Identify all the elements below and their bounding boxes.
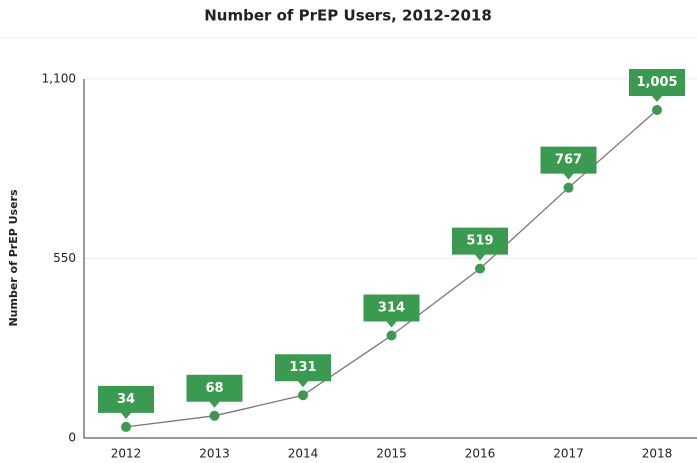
x-tick-label: 2017 [553,447,584,461]
y-tick-label: 1,100 [42,72,76,86]
value-label: 314 [378,301,405,316]
chart-title: Number of PrEP Users, 2012-2018 [204,7,492,25]
x-tick-label: 2016 [465,447,496,461]
callout [98,385,154,419]
y-tick-label: 0 [68,431,76,445]
callout [452,227,508,261]
y-tick-label: 550 [53,251,76,265]
marker [563,182,574,193]
value-label: 767 [555,153,582,168]
callout [186,374,243,408]
callout [629,69,685,103]
marker [121,421,131,432]
y-axis-label: Number of PrEP Users [7,189,20,327]
callout [540,146,597,180]
value-label: 68 [205,381,223,396]
callout [275,354,331,388]
x-tick-label: 2012 [111,447,142,461]
marker [298,390,308,401]
value-label: 1,005 [636,75,677,90]
marker [386,330,397,341]
value-label: 519 [466,234,493,249]
value-label: 34 [117,392,135,407]
value-label: 131 [289,360,316,375]
x-tick-label: 2018 [642,447,673,461]
x-tick-label: 2015 [376,447,407,461]
callout [363,294,420,328]
marker [475,263,485,274]
x-tick-label: 2013 [199,447,230,461]
x-tick-label: 2014 [288,447,319,461]
marker [652,105,662,116]
marker [209,410,220,421]
